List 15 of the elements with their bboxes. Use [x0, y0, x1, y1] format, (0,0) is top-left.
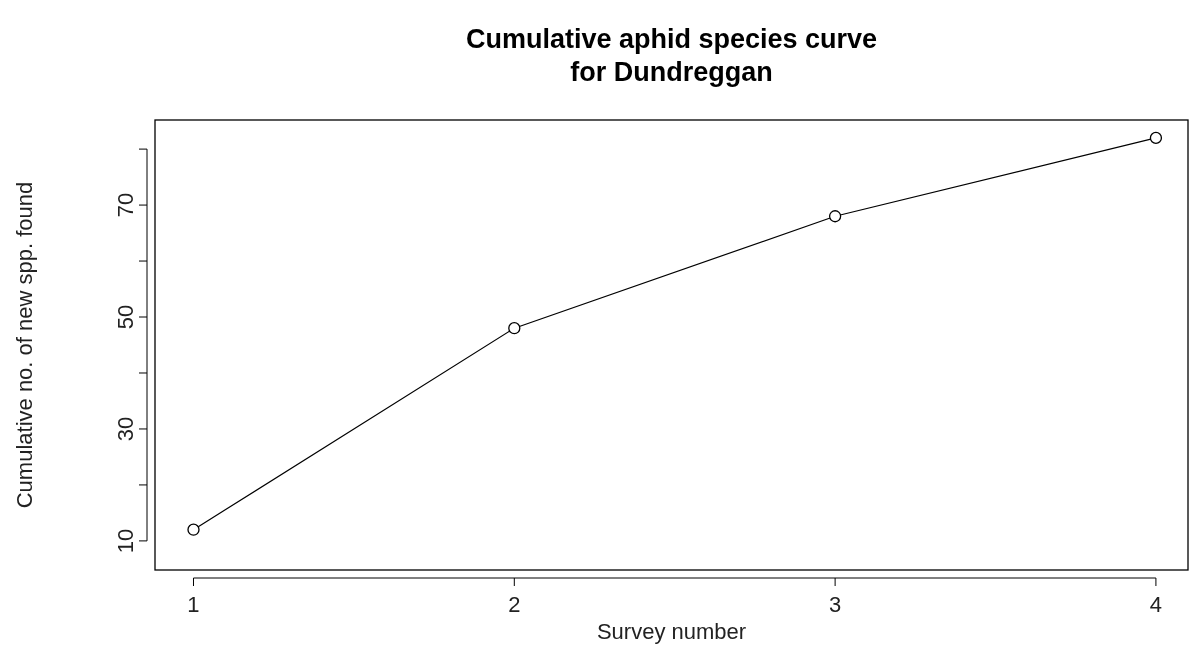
point: [828, 210, 842, 223]
point: [508, 322, 521, 335]
point: [1149, 131, 1163, 145]
point: [187, 523, 200, 536]
chart-title: Cumulative aphid species curve for Dundreggan: [465, 24, 878, 87]
x-tick-label: 2: [508, 592, 521, 617]
y-tick-label: 30: [113, 416, 138, 442]
x-tick-label: 4: [1149, 592, 1163, 617]
y-tick-label: 10: [113, 528, 138, 554]
y-tick-label: 50: [113, 304, 138, 330]
y-tick-label: 70: [113, 192, 138, 218]
x-tick-label: 3: [828, 592, 842, 617]
x-tick-label: 1: [187, 592, 200, 617]
y-axis-title: Cumulative no. of new spp. found: [12, 181, 37, 509]
x-axis-title: Survey number: [596, 619, 747, 644]
